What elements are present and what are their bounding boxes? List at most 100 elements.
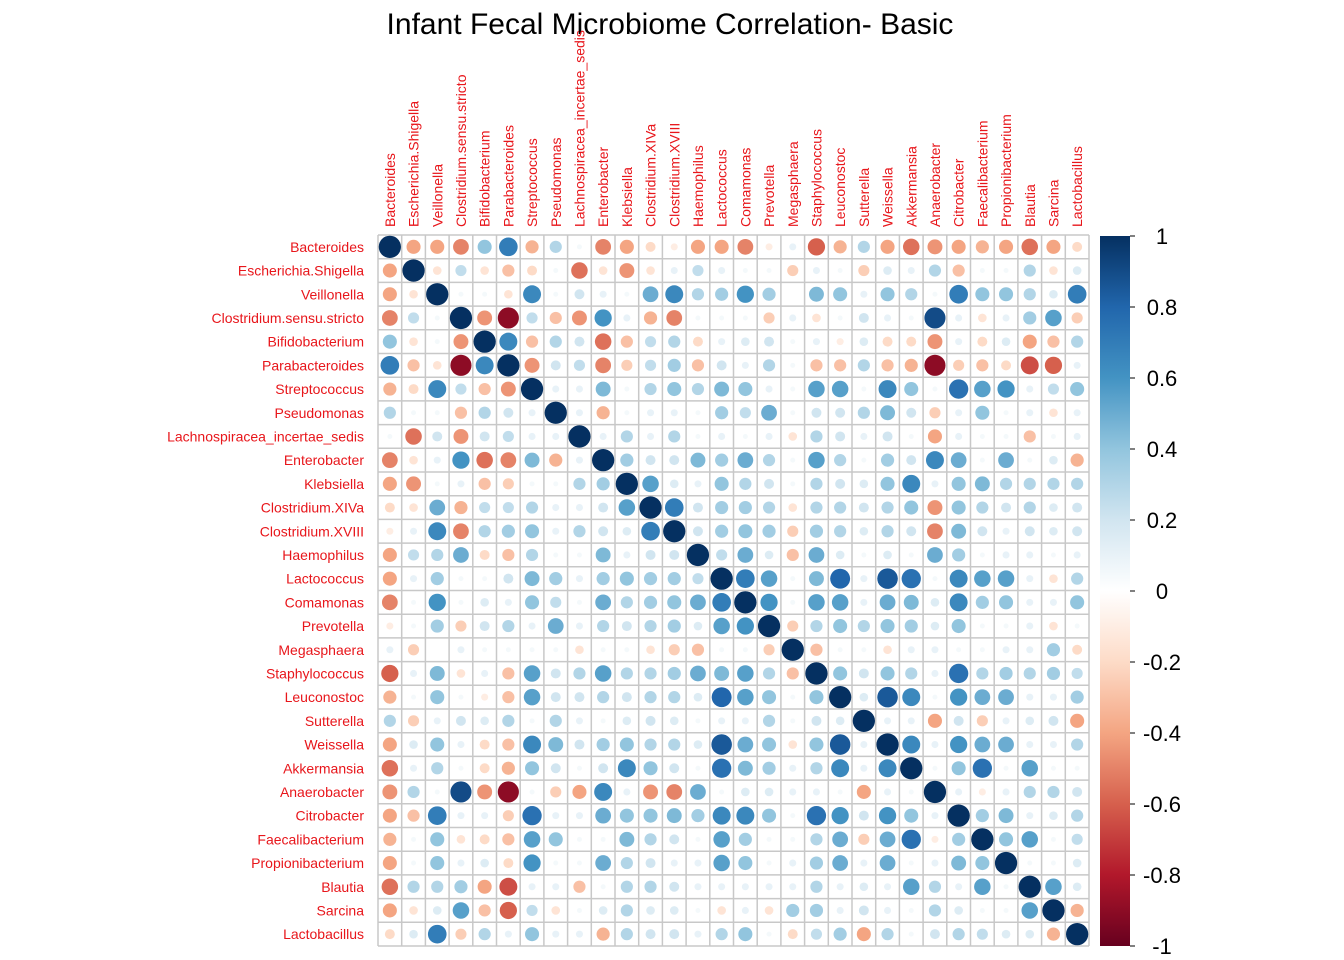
corr-circle-faecalibacterium-x-citrobacter [952, 832, 966, 846]
corr-circle-megasphaera-x-sarcina [1046, 643, 1061, 657]
corr-circle-anaerobacter-x-bifidobacterium [477, 784, 493, 800]
corr-circle-citrobacter-x-parabacteroides [502, 810, 514, 822]
corr-circle-blautia-x-sarcina [1045, 878, 1062, 896]
corr-circle-lachnospiracea-incertae-sedis-x-lactobacillus [1073, 432, 1081, 440]
corr-circle-klebsiella-x-klebsiella [615, 472, 638, 495]
corr-circle-clostridium-xviii-x-staphylococcus [809, 524, 824, 538]
corr-circle-bifidobacterium-x-bifidobacterium [473, 330, 496, 353]
corr-circle-bifidobacterium-x-anaerobacter [927, 334, 943, 350]
corr-circle-enterobacter-x-haemophilus [690, 452, 706, 468]
corr-circle-clostridium-xiva-x-lachnospiracea-incertae-sedis [575, 504, 583, 512]
corr-circle-lactococcus-x-prevotella [760, 570, 778, 587]
corr-circle-sutterella-x-citrobacter [953, 715, 964, 726]
corr-circle-megasphaera-x-lactococcus [719, 647, 725, 653]
corr-circle-bacteroides-x-akkermansia [902, 238, 920, 256]
corr-circle-escherichia-shigella-x-akkermansia [907, 267, 915, 275]
corr-circle-staphylococcus-x-veillonella [429, 665, 445, 681]
column-label: Sutterella [856, 168, 872, 227]
corr-circle-bifidobacterium-x-enterobacter [594, 333, 612, 350]
corr-circle-citrobacter-x-pseudomonas [552, 812, 560, 820]
corr-circle-bifidobacterium-x-faecalibacterium [977, 336, 988, 347]
corr-circle-faecalibacterium-x-sarcina [1050, 836, 1056, 842]
corr-circle-megasphaera-x-megasphaera [781, 638, 804, 661]
corr-circle-faecalibacterium-x-akkermansia [901, 829, 921, 849]
corr-circle-faecalibacterium-x-escherichia-shigella [411, 836, 417, 842]
corr-circle-faecalibacterium-x-sutterella [858, 833, 870, 845]
corr-circle-sutterella-x-clostridium-xiva [645, 715, 656, 726]
corr-circle-haemophilus-x-citrobacter [952, 548, 966, 562]
column-label: Megasphaera [785, 141, 801, 227]
corr-circle-lactococcus-x-lachnospiracea-incertae-sedis [575, 575, 583, 583]
corr-circle-escherichia-shigella-x-blautia [1023, 264, 1036, 277]
corr-circle-streptococcus-x-blautia [1026, 385, 1034, 393]
corr-circle-lactobacillus-x-citrobacter [952, 928, 965, 941]
corr-circle-akkermansia-x-clostridium-xiva [643, 761, 658, 776]
corr-circle-citrobacter-x-lactococcus [712, 806, 731, 825]
corr-circle-bacteroides-x-escherichia-shigella [406, 239, 421, 254]
corr-circle-veillonella-x-haemophilus [691, 288, 705, 301]
row-label: Propionibacterium [251, 855, 364, 871]
corr-circle-prevotella-x-clostridium-xiva [644, 619, 657, 633]
corr-circle-comamonas-x-streptococcus [525, 595, 540, 610]
corr-circle-anaerobacter-x-anaerobacter [923, 780, 947, 804]
corr-circle-weissella-x-pseudomonas [548, 737, 564, 753]
corr-circle-lactococcus-x-klebsiella [619, 571, 634, 586]
corr-circle-bacteroides-x-sutterella [857, 240, 870, 253]
corr-circle-anaerobacter-x-clostridium-xiva [643, 784, 659, 800]
corr-circle-anaerobacter-x-lactobacillus [1072, 786, 1083, 797]
row-label: Clostridium.XVIII [260, 523, 364, 539]
corr-circle-bifidobacterium-x-klebsiella [620, 335, 633, 348]
corr-circle-enterobacter-x-lachnospiracea-incertae-sedis [575, 456, 583, 464]
corr-circle-faecalibacterium-x-veillonella [430, 832, 445, 847]
corr-circle-parabacteroides-x-akkermansia [904, 358, 918, 372]
corr-circle-sarcina-x-veillonella [432, 906, 442, 915]
corr-circle-lactobacillus-x-comamonas [738, 927, 753, 942]
corr-circle-staphylococcus-x-streptococcus [523, 665, 541, 682]
corr-circle-pseudomonas-x-citrobacter [955, 409, 963, 417]
corr-circle-escherichia-shigella-x-streptococcus [527, 265, 538, 276]
corr-circle-pseudomonas-x-lactobacillus [1073, 409, 1081, 417]
corr-circle-sutterella-x-veillonella [433, 717, 441, 725]
corr-circle-blautia-x-akkermansia [902, 878, 920, 896]
corr-circle-akkermansia-x-haemophilus [695, 765, 701, 771]
corr-circle-blautia-x-lachnospiracea-incertae-sedis [573, 880, 586, 893]
corr-circle-sarcina-x-clostridium-sensu-stricto [452, 902, 470, 919]
corr-circle-comamonas-x-haemophilus [690, 594, 706, 611]
corr-circle-leuconostoc-x-sarcina [1049, 693, 1057, 701]
corr-circle-pseudomonas-x-haemophilus [695, 410, 701, 416]
corr-circle-clostridium-xviii-x-lactococcus [715, 524, 729, 538]
column-label: Blautia [1022, 184, 1038, 227]
corr-circle-clostridium-xiva-x-haemophilus [692, 502, 703, 513]
column-label: Streptococcus [524, 138, 540, 227]
corr-circle-lactobacillus-x-anaerobacter [929, 929, 940, 940]
column-label: Clostridium.XVIII [666, 123, 682, 227]
corr-circle-prevotella-x-clostridium-xviii [667, 619, 681, 633]
corr-circle-lachnospiracea-incertae-sedis-x-blautia [1023, 430, 1036, 443]
corr-circle-akkermansia-x-leuconostoc [831, 759, 850, 778]
corr-circle-haemophilus-x-enterobacter [595, 547, 611, 563]
corr-circle-citrobacter-x-leuconostoc [831, 807, 849, 825]
corr-circle-sutterella-x-lactobacillus [1070, 713, 1085, 728]
corr-circle-sarcina-x-klebsiella [620, 904, 633, 917]
corr-circle-lactococcus-x-bifidobacterium [482, 576, 488, 582]
corr-circle-lachnospiracea-incertae-sedis-x-staphylococcus [810, 430, 823, 443]
corr-circle-veillonella-x-bacteroides [382, 287, 397, 302]
corr-circle-weissella-x-bifidobacterium [479, 739, 490, 750]
colorbar-tick-label: 0.4 [1147, 437, 1178, 462]
corr-circle-bacteroides-x-lactococcus [714, 239, 729, 254]
corr-circle-weissella-x-megasphaera [788, 740, 798, 749]
corr-circle-propionibacterium-x-bacteroides [382, 856, 397, 871]
corr-circle-bifidobacterium-x-sarcina [1047, 335, 1060, 348]
corr-circle-klebsiella-x-citrobacter [951, 476, 966, 491]
corr-circle-parabacteroides-x-parabacteroides [497, 354, 520, 377]
corr-circle-clostridium-sensu-stricto-x-sutterella [858, 312, 869, 323]
corr-circle-escherichia-shigella-x-parabacteroides [502, 264, 515, 277]
corr-circle-leuconostoc-x-weissella [877, 686, 898, 708]
corr-circle-comamonas-x-bacteroides [381, 594, 398, 611]
corr-circle-propionibacterium-x-sarcina [1050, 860, 1056, 866]
corr-circle-enterobacter-x-prevotella [762, 454, 776, 467]
corr-circle-enterobacter-x-lactobacillus [1070, 453, 1084, 467]
corr-circle-lachnospiracea-incertae-sedis-x-weissella [882, 431, 893, 442]
corr-circle-klebsiella-x-lactococcus [714, 476, 729, 491]
corr-circle-haemophilus-x-pseudomonas [553, 552, 559, 558]
